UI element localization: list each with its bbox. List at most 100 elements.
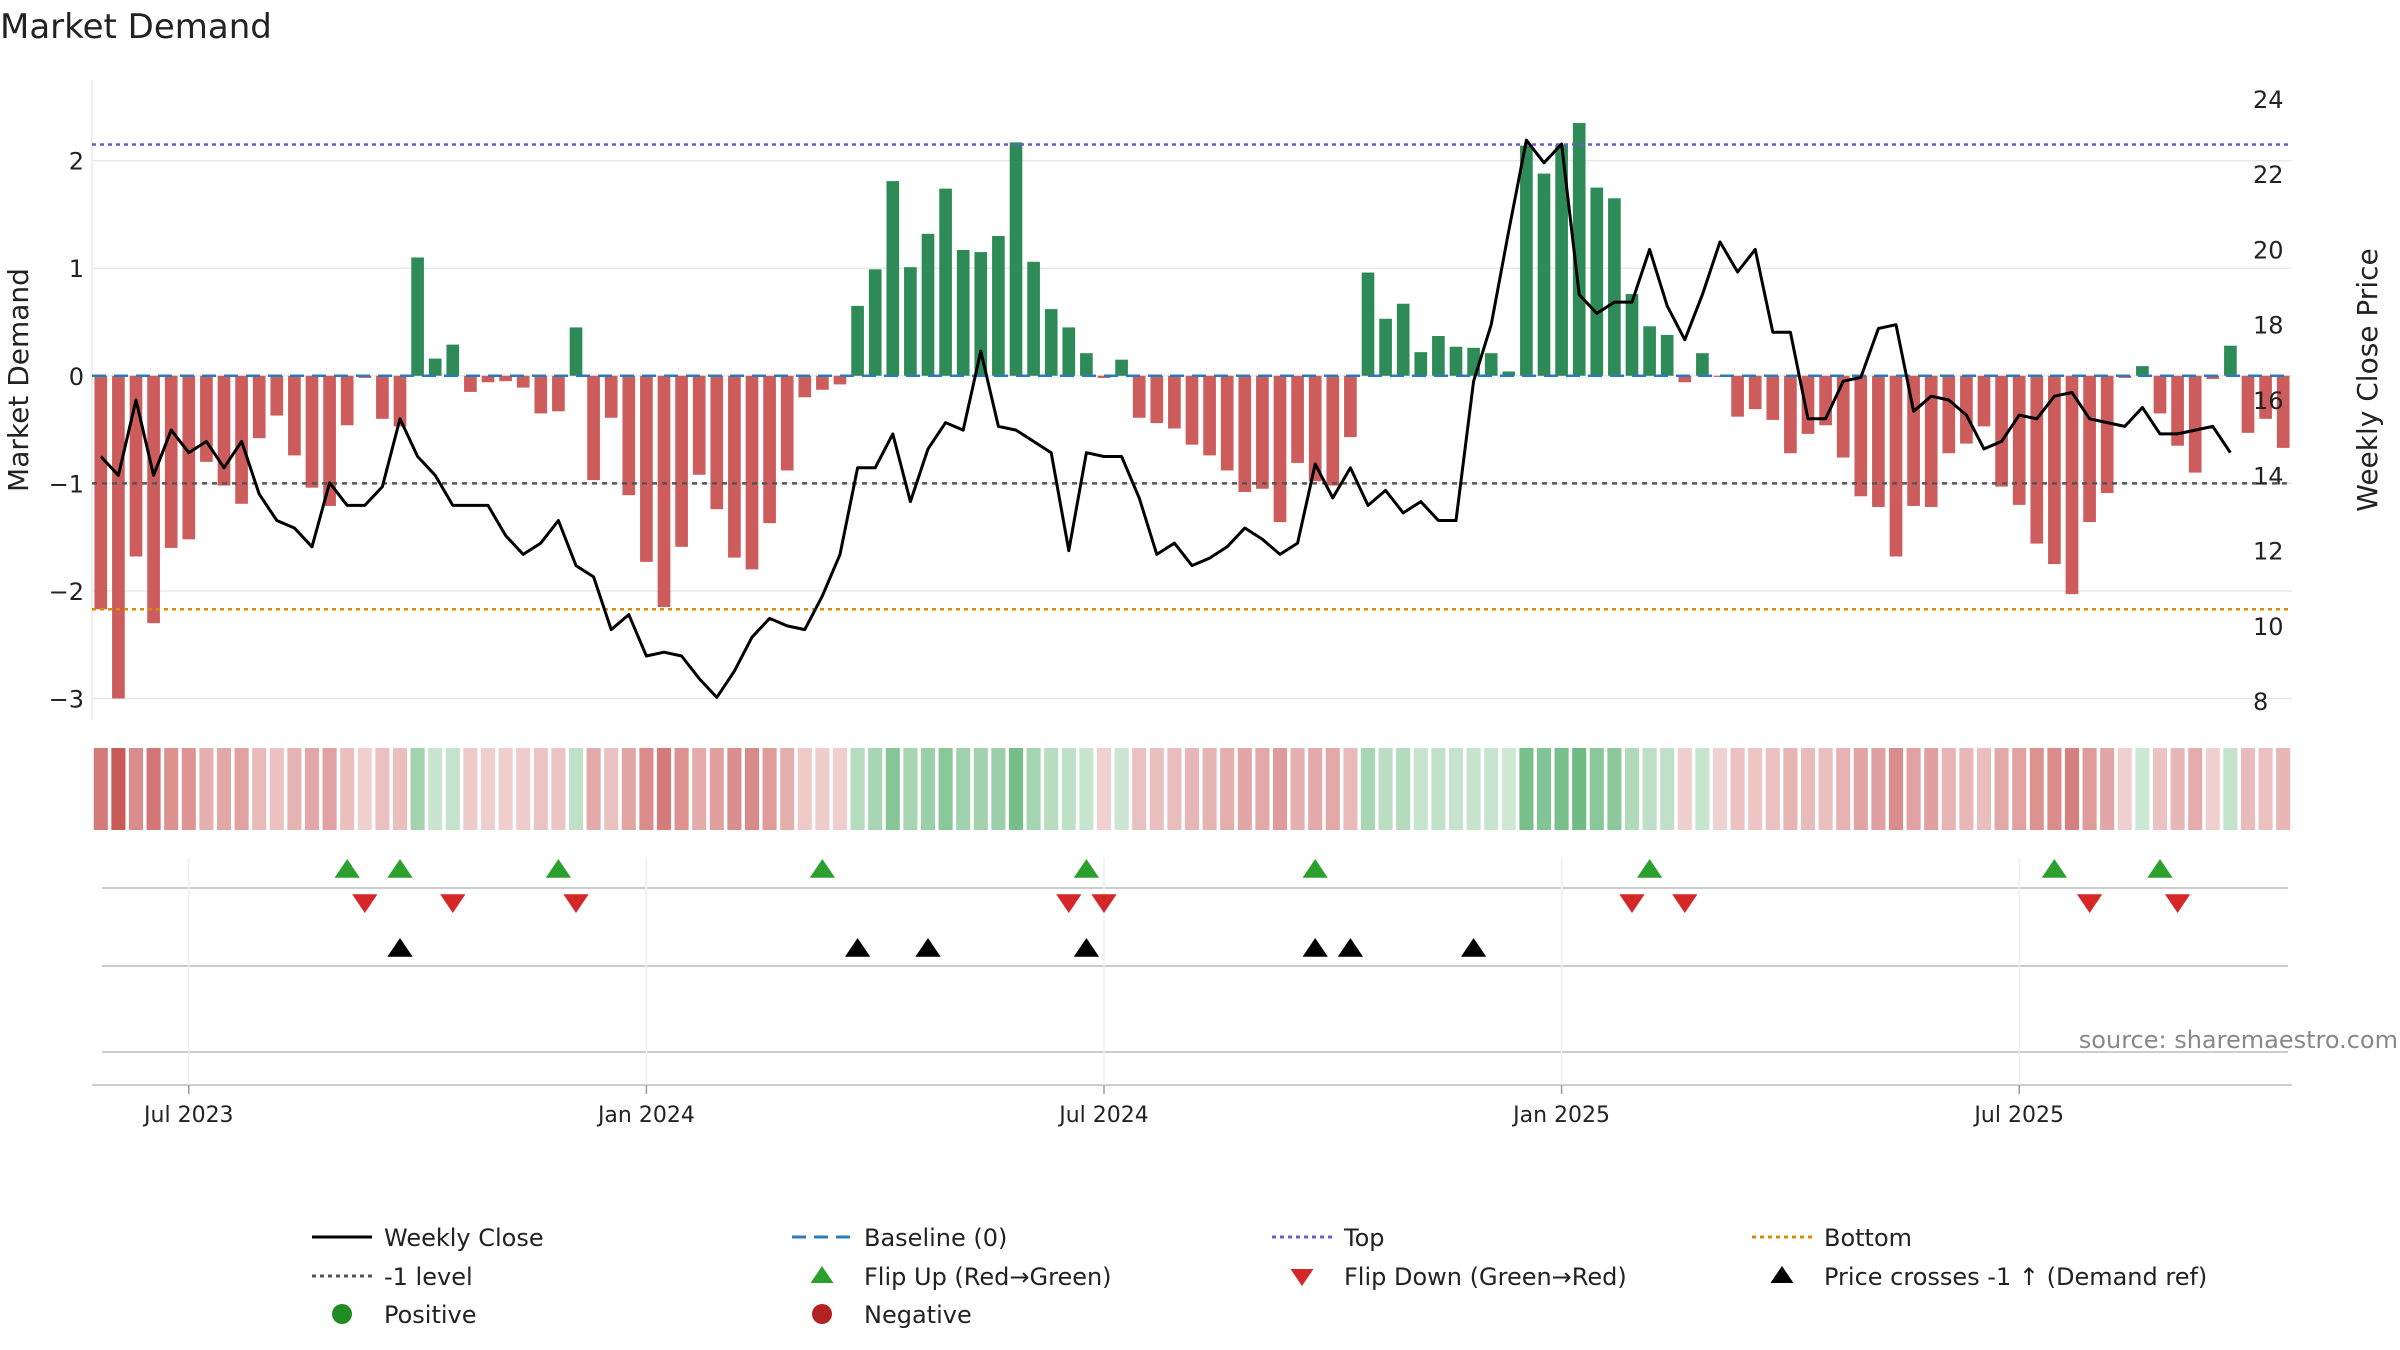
- heat-cell: [621, 748, 636, 830]
- heat-cell: [252, 748, 267, 830]
- x-tick-label: Jan 2024: [596, 1103, 695, 1128]
- heat-cell: [1607, 748, 1622, 830]
- heat-cell: [2117, 748, 2132, 830]
- weekly-close-line: [99, 138, 2232, 699]
- heat-cell: [1484, 748, 1499, 830]
- demand-bar: [992, 235, 1005, 376]
- heat-cell: [1624, 748, 1640, 830]
- heat-cell: [1695, 748, 1710, 830]
- demand-bar: [1731, 375, 1744, 417]
- demand-bar: [2065, 375, 2079, 595]
- heat-cell: [463, 748, 478, 830]
- reference-lines: [92, 143, 2292, 611]
- demand-bar: [1555, 144, 1568, 376]
- heat-cell: [1888, 748, 1904, 830]
- demand-bar: [2171, 375, 2184, 446]
- demand-bar: [305, 375, 319, 488]
- legend-swatch-triangle-up: [1770, 1266, 1794, 1283]
- heat-cell: [797, 748, 812, 830]
- demand-bar: [516, 375, 530, 388]
- heat-cell: [1677, 748, 1692, 830]
- flip-down-marker: [1056, 894, 1082, 913]
- heat-cell: [1026, 748, 1041, 830]
- demand-bar: [481, 375, 495, 383]
- heat-cell: [1237, 748, 1252, 830]
- demand-bar: [798, 375, 812, 398]
- heat-cell: [1712, 748, 1728, 830]
- demand-bar: [851, 305, 864, 376]
- heat-cell: [727, 748, 742, 830]
- demand-bar: [2224, 345, 2237, 376]
- price-cross-marker: [1073, 938, 1100, 957]
- x-tick-label: Jul 2023: [142, 1103, 234, 1128]
- demand-bar: [376, 375, 389, 419]
- heat-cell: [498, 748, 513, 830]
- legend-item: -1 level: [312, 1263, 473, 1291]
- heat-cell: [1308, 748, 1323, 830]
- demand-bar: [1326, 375, 1340, 486]
- demand-bar: [710, 375, 724, 510]
- demand-bar: [1537, 173, 1551, 376]
- heat-cell: [815, 748, 830, 830]
- heat-cell: [1008, 748, 1024, 830]
- weekly-close-series: [99, 138, 2232, 699]
- demand-bar: [2276, 375, 2290, 448]
- heat-cell: [533, 748, 548, 830]
- y-tick-label-right: 16: [2253, 387, 2284, 415]
- heat-cell: [2223, 748, 2238, 830]
- flip-up-marker: [1073, 859, 1100, 878]
- demand-bar: [1520, 145, 1533, 376]
- heat-cell: [357, 748, 372, 830]
- heat-cell: [516, 748, 531, 830]
- y-axis-label-right: Weekly Close Price: [2351, 248, 2384, 511]
- heat-cell: [1132, 748, 1147, 830]
- heat-cell: [1976, 748, 1992, 830]
- x-tick-label: Jan 2025: [1511, 1103, 1610, 1128]
- demand-bar: [974, 252, 988, 376]
- y-tick-label-left: 0: [69, 363, 84, 391]
- heat-cell: [850, 748, 865, 830]
- heat-cell: [568, 748, 584, 830]
- legend-item: Baseline (0): [792, 1224, 1007, 1252]
- heat-cell: [216, 748, 232, 830]
- demand-bar: [2188, 375, 2202, 473]
- flip-up-marker: [809, 859, 836, 878]
- heat-cell: [1642, 748, 1657, 830]
- heat-cell: [93, 748, 108, 830]
- heat-cell: [480, 748, 496, 830]
- price-cross-marker: [844, 938, 871, 957]
- heat-cell: [269, 748, 284, 830]
- heat-cell: [674, 748, 689, 830]
- demand-bar: [534, 375, 548, 414]
- heat-cell: [885, 748, 900, 830]
- heat-cell: [111, 748, 126, 830]
- y-tick-label-right: 18: [2253, 312, 2284, 340]
- legend: Weekly Close Baseline (0) Top Bottom -1 leve…: [312, 1224, 2207, 1329]
- heat-cell: [146, 748, 161, 830]
- heat-cell: [1149, 748, 1164, 830]
- heat-cell: [1765, 748, 1780, 830]
- heat-cell: [2276, 748, 2291, 830]
- demand-bar: [1502, 371, 1516, 376]
- demand-bars: [94, 123, 2290, 699]
- heat-cell: [1255, 748, 1270, 830]
- heat-cell: [375, 748, 390, 830]
- heat-cell: [780, 748, 795, 830]
- demand-bar: [200, 375, 213, 462]
- demand-bar: [640, 375, 653, 562]
- heat-cell: [1800, 748, 1816, 830]
- demand-bar: [428, 358, 442, 376]
- heat-cell: [973, 748, 988, 830]
- price-cross-marker: [1337, 938, 1364, 957]
- price-cross-marker: [1460, 938, 1487, 957]
- demand-bar: [692, 375, 706, 475]
- demand-bar: [2100, 375, 2114, 494]
- flip-down-marker: [1672, 894, 1698, 913]
- demand-bar: [833, 375, 847, 385]
- flip-up-marker: [334, 859, 360, 878]
- heat-cell: [428, 748, 443, 830]
- legend-label: Bottom: [1824, 1224, 1912, 1252]
- demand-bar: [1766, 375, 1780, 420]
- demand-bar: [1396, 303, 1410, 376]
